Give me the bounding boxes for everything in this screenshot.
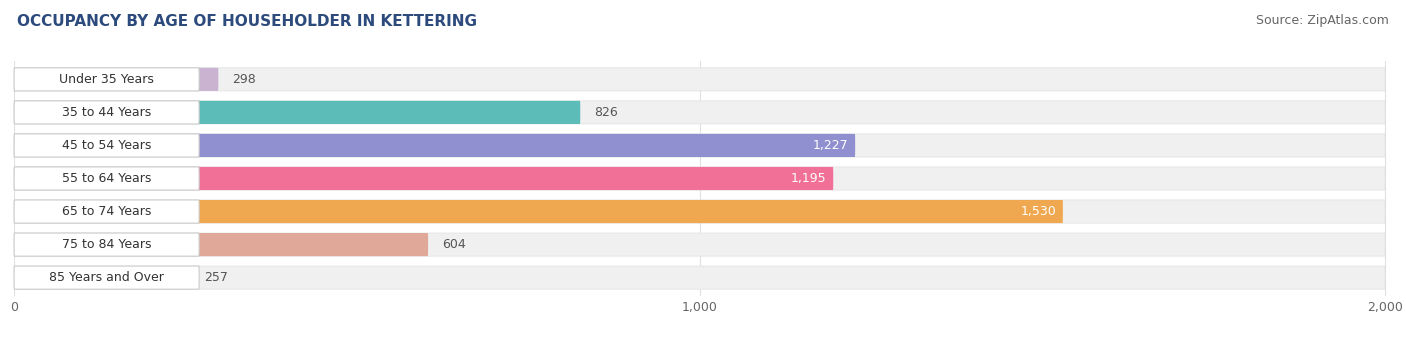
FancyBboxPatch shape	[14, 233, 427, 256]
Text: 35 to 44 Years: 35 to 44 Years	[62, 106, 152, 119]
FancyBboxPatch shape	[14, 101, 200, 124]
Text: OCCUPANCY BY AGE OF HOUSEHOLDER IN KETTERING: OCCUPANCY BY AGE OF HOUSEHOLDER IN KETTE…	[17, 14, 477, 29]
FancyBboxPatch shape	[14, 167, 1385, 190]
FancyBboxPatch shape	[14, 68, 218, 91]
FancyBboxPatch shape	[14, 134, 1385, 157]
Text: 45 to 54 Years: 45 to 54 Years	[62, 139, 152, 152]
Text: 826: 826	[593, 106, 617, 119]
FancyBboxPatch shape	[14, 167, 834, 190]
FancyBboxPatch shape	[14, 266, 190, 289]
FancyBboxPatch shape	[14, 233, 200, 256]
Text: Source: ZipAtlas.com: Source: ZipAtlas.com	[1256, 14, 1389, 27]
FancyBboxPatch shape	[14, 101, 1385, 124]
Text: 65 to 74 Years: 65 to 74 Years	[62, 205, 152, 218]
Text: 1,195: 1,195	[790, 172, 827, 185]
Text: 604: 604	[441, 238, 465, 251]
FancyBboxPatch shape	[14, 134, 200, 157]
FancyBboxPatch shape	[14, 68, 1385, 91]
FancyBboxPatch shape	[14, 68, 200, 91]
FancyBboxPatch shape	[14, 266, 200, 289]
Text: 1,227: 1,227	[813, 139, 848, 152]
Text: 55 to 64 Years: 55 to 64 Years	[62, 172, 152, 185]
Text: Under 35 Years: Under 35 Years	[59, 73, 155, 86]
FancyBboxPatch shape	[14, 167, 200, 190]
FancyBboxPatch shape	[14, 233, 1385, 256]
FancyBboxPatch shape	[14, 200, 200, 223]
Text: 1,530: 1,530	[1021, 205, 1056, 218]
Text: 298: 298	[232, 73, 256, 86]
Text: 75 to 84 Years: 75 to 84 Years	[62, 238, 152, 251]
FancyBboxPatch shape	[14, 200, 1385, 223]
Text: 85 Years and Over: 85 Years and Over	[49, 271, 165, 284]
FancyBboxPatch shape	[14, 134, 855, 157]
FancyBboxPatch shape	[14, 101, 581, 124]
Text: 257: 257	[204, 271, 228, 284]
FancyBboxPatch shape	[14, 200, 1063, 223]
FancyBboxPatch shape	[14, 266, 1385, 289]
